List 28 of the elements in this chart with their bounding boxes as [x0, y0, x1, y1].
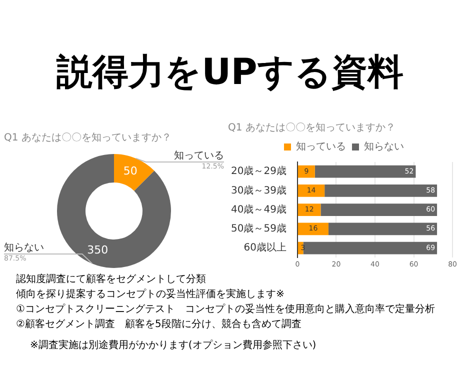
text: ※調査実施は別途費用がかかります(オプション費用参照下さい) [29, 338, 318, 353]
slice-label: 知っている [174, 150, 224, 162]
chart-title: Q1 あなたは〇〇を知っていますか？ [4, 132, 172, 144]
y-tick-label: 50歳～59歳 [230, 222, 286, 235]
legend-label: 知らない [364, 140, 404, 153]
text: 説得力をUPする資料 [55, 51, 404, 95]
bar [298, 165, 315, 178]
text: 傾向を探り提案するコンセプトの妥当性評価を実施します※ [16, 288, 286, 302]
bar [298, 222, 328, 236]
y-tick-label: 60歳以上 [244, 242, 286, 254]
bar [298, 184, 325, 197]
data-label: 350 [87, 243, 108, 256]
data-label: 50 [123, 164, 138, 178]
chart-title: Q1 あなたは〇〇を知っていますか？ [228, 122, 396, 134]
text: ①コンセプトスクリーニングテスト コンセプトの妥当性を使用意向と購入意向率で定量分析 [16, 302, 436, 317]
text: 認知度調査にて顧客をセグメントして分類 [16, 272, 207, 287]
y-tick-label: 20歳～29歳 [230, 165, 286, 178]
y-tick-label: 30歳～39歳 [230, 184, 286, 196]
bar [298, 204, 321, 216]
bar [328, 222, 438, 236]
slice-label: 知らない [4, 242, 44, 254]
text: ②顧客セグメント調査 顧客を5段階に分け、競合も含めて調査 [16, 318, 302, 332]
bar [320, 204, 438, 216]
legend-label: 知っている [296, 140, 346, 153]
bar [303, 242, 438, 254]
bar [314, 165, 416, 178]
bar [324, 184, 438, 197]
y-tick-label: 40歳～49歳 [230, 203, 286, 216]
